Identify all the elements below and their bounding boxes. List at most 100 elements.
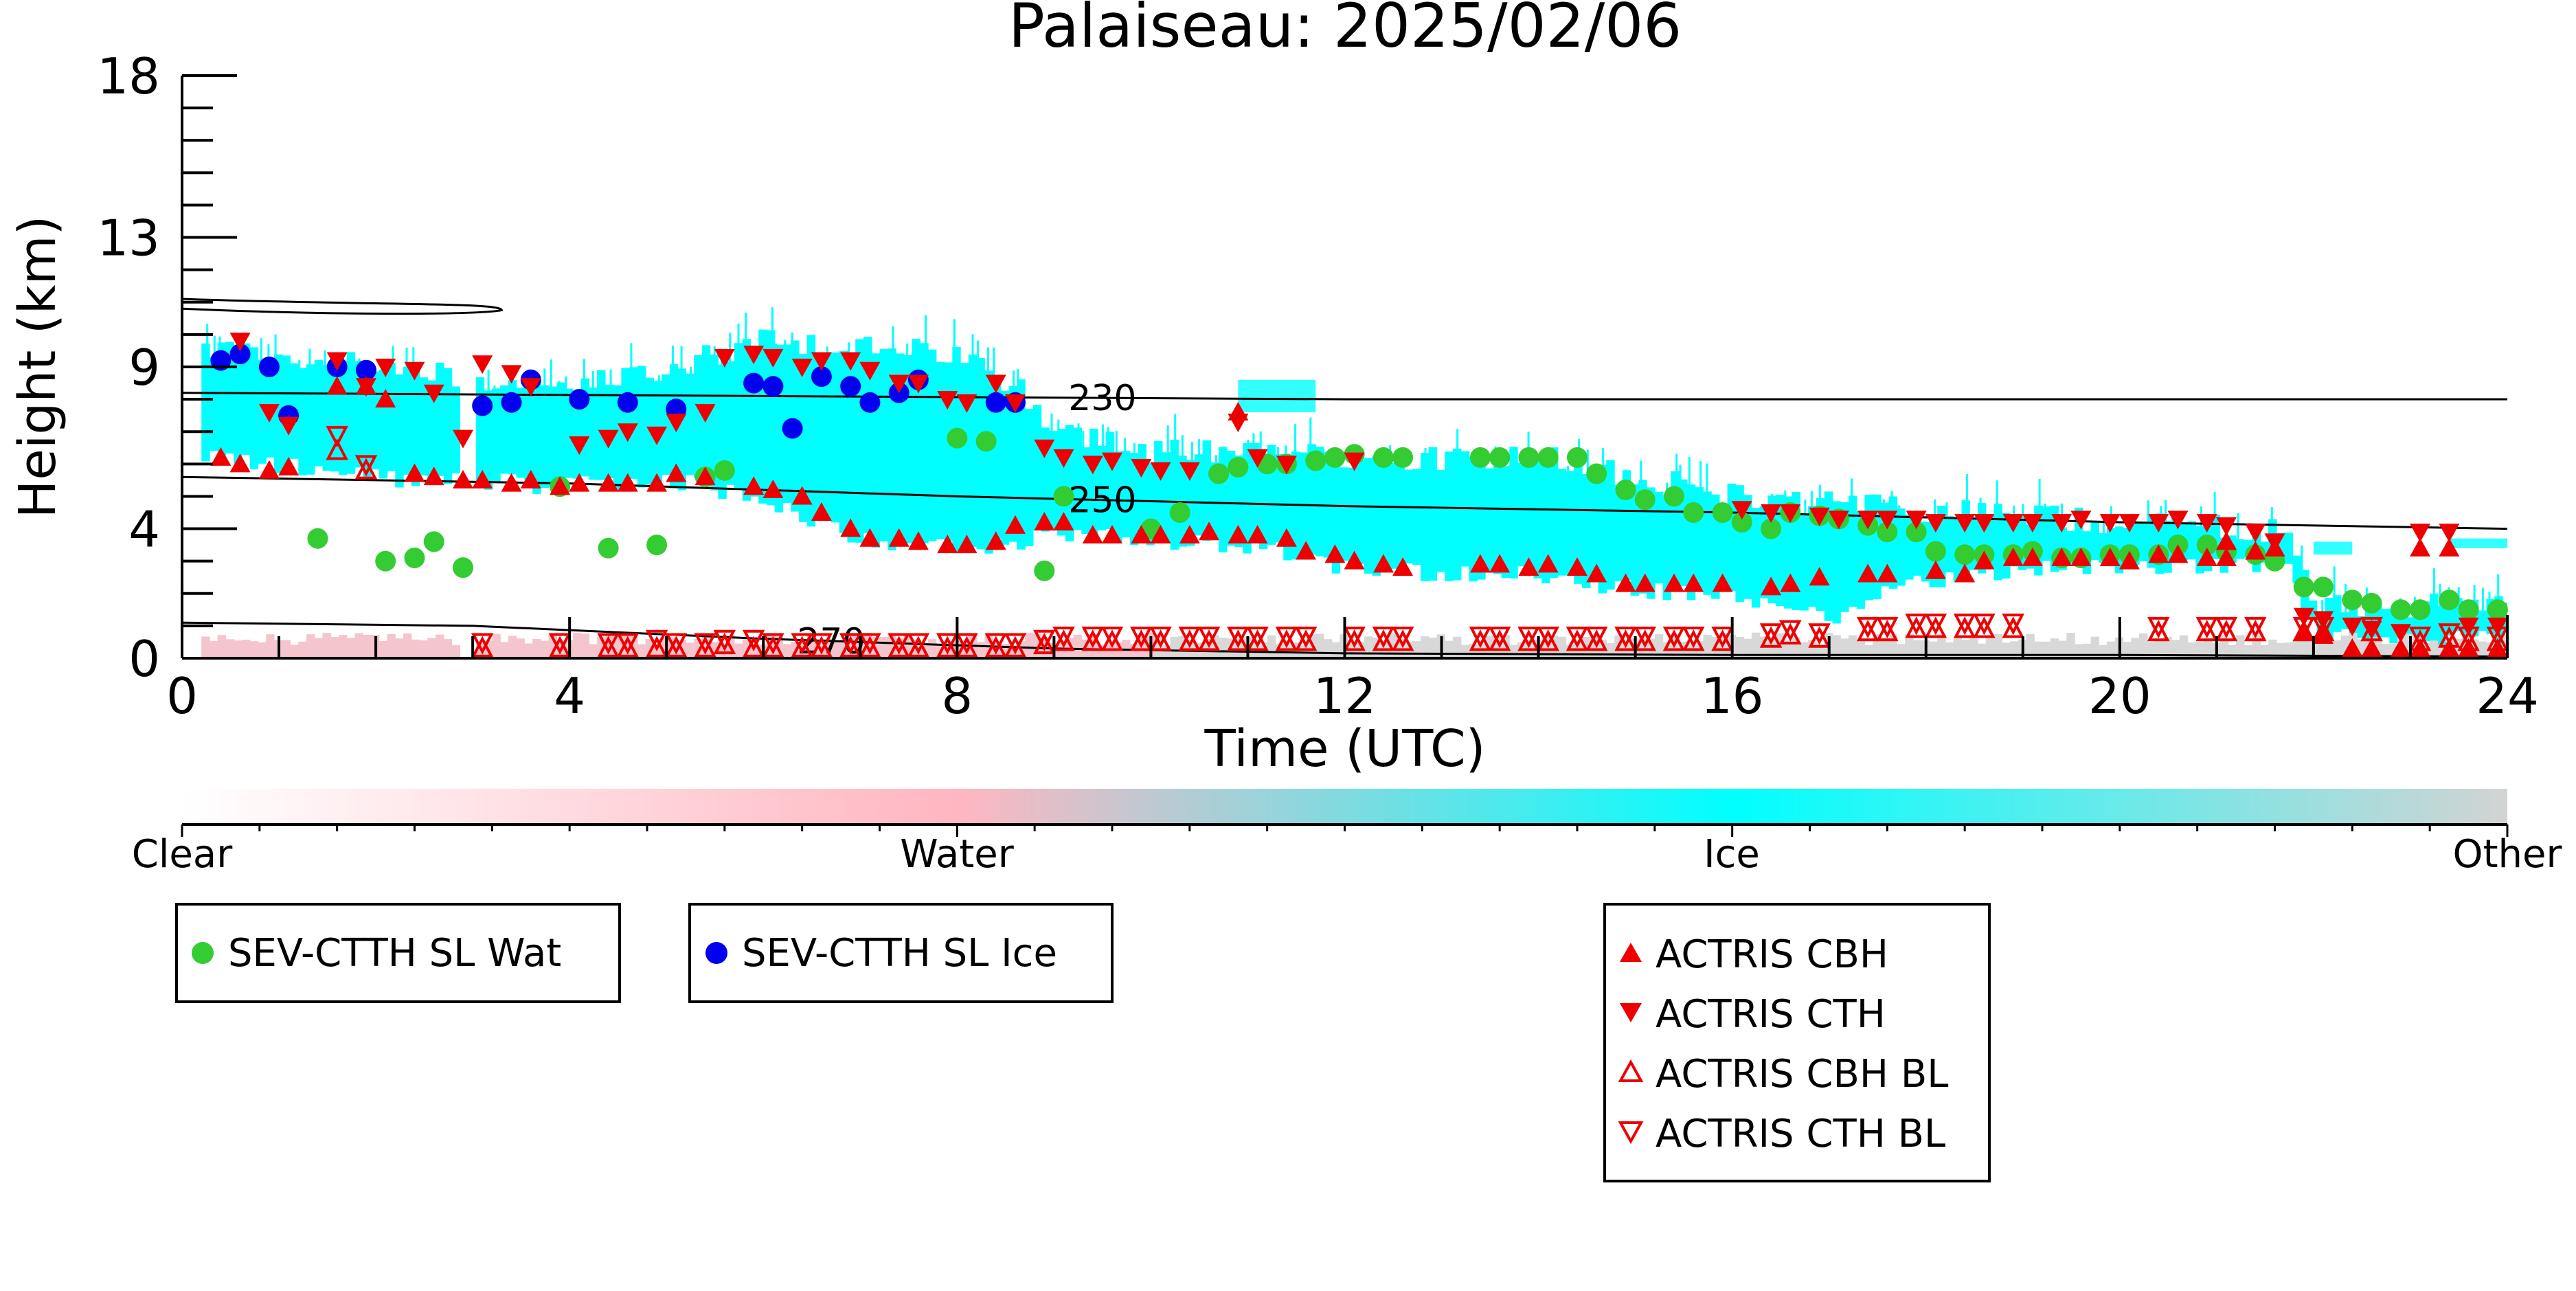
series-actris-cbh bbox=[210, 376, 2508, 657]
data-point bbox=[2342, 617, 2363, 636]
data-point bbox=[888, 374, 909, 394]
data-point bbox=[617, 423, 638, 442]
data-point bbox=[1712, 573, 1733, 592]
data-point bbox=[743, 476, 765, 495]
legend-box bbox=[175, 903, 621, 1003]
data-point bbox=[782, 418, 803, 439]
data-point bbox=[859, 392, 881, 413]
data-point bbox=[811, 502, 832, 521]
data-point bbox=[2312, 616, 2335, 639]
data-point bbox=[1372, 627, 1395, 649]
data-point bbox=[1034, 512, 1055, 531]
legend-box bbox=[1603, 903, 1991, 1182]
data-point bbox=[2342, 590, 2363, 611]
data-point bbox=[956, 633, 978, 655]
data-point bbox=[2244, 616, 2267, 639]
data-point bbox=[713, 632, 736, 655]
data-point bbox=[2486, 627, 2509, 649]
data-point bbox=[947, 427, 968, 449]
legend-entry-actris-cbh: ACTRIS CBH bbox=[1656, 932, 1888, 977]
data-point bbox=[1343, 629, 1366, 651]
data-point bbox=[936, 633, 959, 655]
data-point bbox=[1905, 616, 1928, 638]
data-point bbox=[2360, 616, 2383, 639]
data-point bbox=[2342, 638, 2363, 657]
data-point bbox=[1004, 636, 1027, 658]
data-point bbox=[936, 636, 959, 658]
data-point bbox=[1004, 394, 1026, 413]
data-point bbox=[501, 392, 522, 413]
data-point bbox=[1199, 521, 1220, 541]
data-point bbox=[326, 425, 348, 448]
data-point bbox=[1567, 557, 1588, 576]
legend-marker-filled-triangle-up bbox=[1620, 943, 1642, 962]
data-point bbox=[2439, 590, 2460, 611]
data-point bbox=[1856, 616, 1879, 639]
data-point bbox=[1857, 563, 1879, 583]
data-point bbox=[210, 447, 231, 466]
colorbar-label-water: Water bbox=[900, 832, 1015, 877]
data-point bbox=[791, 359, 813, 377]
data-point bbox=[453, 429, 474, 449]
data-point bbox=[1517, 629, 1540, 651]
data-point bbox=[1197, 627, 1221, 649]
data-point bbox=[1761, 504, 1782, 523]
data-point bbox=[762, 633, 784, 655]
data-point bbox=[742, 629, 765, 652]
data-point bbox=[326, 352, 348, 371]
data-point bbox=[423, 531, 444, 552]
data-point bbox=[937, 535, 958, 554]
data-point bbox=[2051, 514, 2072, 533]
data-point bbox=[1876, 619, 1899, 642]
data-point bbox=[1053, 512, 1074, 531]
data-point bbox=[1247, 524, 1268, 543]
series-layer bbox=[210, 333, 2509, 658]
data-point bbox=[2438, 623, 2461, 645]
data-point bbox=[2022, 514, 2043, 533]
data-point bbox=[1905, 614, 1928, 636]
data-point bbox=[2264, 533, 2285, 552]
data-point bbox=[1517, 627, 1540, 649]
data-point bbox=[1828, 510, 1849, 530]
data-point bbox=[472, 395, 493, 416]
data-point bbox=[2148, 514, 2169, 533]
data-point bbox=[1780, 504, 1801, 523]
data-point bbox=[569, 436, 590, 456]
data-point bbox=[2215, 619, 2238, 642]
data-point bbox=[1615, 573, 1636, 592]
data-point bbox=[859, 633, 881, 655]
data-point bbox=[2070, 547, 2092, 566]
series-actris-cbh-bl bbox=[326, 438, 2509, 658]
data-point bbox=[1179, 462, 1200, 481]
data-point bbox=[907, 636, 930, 658]
data-point bbox=[1052, 629, 1075, 651]
data-point bbox=[1032, 629, 1056, 652]
data-point bbox=[2361, 638, 2382, 657]
data-point bbox=[2410, 524, 2431, 543]
y-axis-label: Height (km) bbox=[8, 216, 67, 519]
data-point bbox=[2457, 629, 2480, 651]
data-point bbox=[1778, 620, 1802, 642]
upper-contour-line bbox=[182, 298, 503, 315]
data-point bbox=[1537, 554, 1559, 573]
data-point bbox=[1488, 629, 1511, 651]
data-point bbox=[975, 431, 997, 452]
colorbar-label-ice: Ice bbox=[1704, 832, 1760, 877]
data-point bbox=[1953, 616, 1976, 638]
data-point bbox=[1537, 627, 1559, 649]
data-point bbox=[2292, 619, 2316, 642]
data-point bbox=[229, 344, 251, 365]
data-point bbox=[1712, 502, 1733, 523]
data-point bbox=[1392, 447, 1414, 468]
data-point bbox=[840, 518, 861, 537]
data-point bbox=[1305, 450, 1326, 471]
legend-marker-open-triangle-down bbox=[1618, 1121, 1644, 1145]
data-point bbox=[1275, 629, 1298, 651]
data-point bbox=[810, 633, 833, 655]
data-point bbox=[1294, 629, 1318, 651]
data-point bbox=[1711, 627, 1734, 649]
data-point bbox=[1731, 501, 1752, 520]
data-point bbox=[2167, 510, 2189, 530]
data-point bbox=[1634, 627, 1657, 649]
data-point bbox=[1053, 486, 1074, 507]
